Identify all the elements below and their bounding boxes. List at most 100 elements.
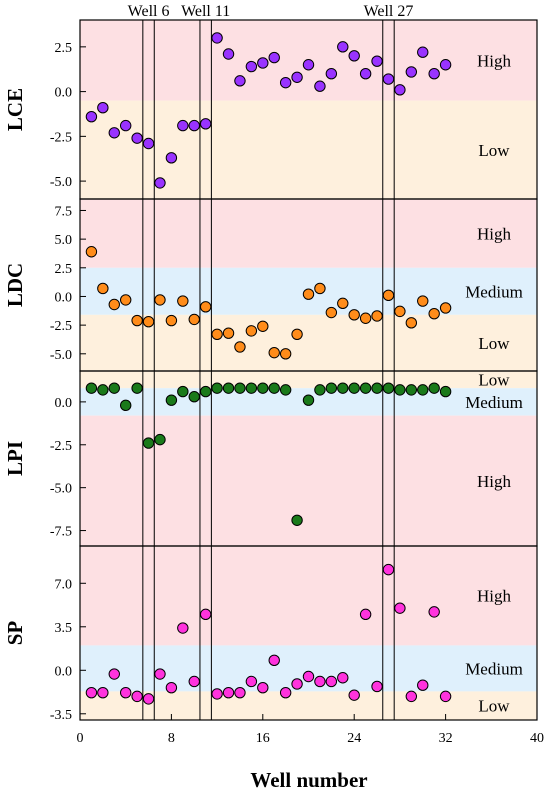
data-point-sp — [394, 602, 406, 614]
data-point-sp — [417, 679, 429, 691]
x-tick-label: 16 — [256, 731, 270, 746]
data-point-lpi — [234, 382, 246, 394]
data-point-lce — [211, 32, 223, 44]
band-lce-low — [80, 100, 537, 199]
band-label: High — [477, 472, 512, 491]
data-point-sp — [382, 563, 395, 576]
y-tick-label: 7.5 — [55, 204, 73, 219]
well-marker-label: Well 27 — [364, 3, 414, 20]
data-point-lce — [428, 68, 440, 80]
data-point-sp — [439, 690, 452, 703]
data-point-lpi — [97, 384, 109, 396]
data-point-sp — [211, 688, 223, 700]
data-point-ldc — [177, 295, 189, 307]
y-tick-label: 0.0 — [55, 396, 73, 411]
data-point-lce — [188, 119, 200, 132]
x-tick-label: 40 — [530, 731, 544, 746]
data-point-ldc — [337, 297, 349, 310]
y-axis-label: SP — [3, 621, 27, 646]
bands-layer — [80, 20, 537, 720]
data-point-sp — [428, 606, 440, 618]
band-label: High — [477, 587, 512, 606]
data-point-lce — [302, 59, 315, 71]
data-point-lpi — [257, 382, 269, 394]
data-point-lce — [142, 137, 155, 150]
band-sp-high — [80, 546, 537, 646]
data-point-lce — [291, 71, 303, 83]
data-point-lce — [165, 152, 178, 164]
data-point-lpi — [142, 437, 155, 449]
data-point-lpi — [405, 384, 418, 396]
data-point-lpi — [177, 385, 189, 398]
x-tick-label: 32 — [439, 731, 453, 746]
data-point-lce — [199, 118, 212, 130]
data-point-sp — [325, 675, 338, 688]
band-label: Medium — [465, 659, 523, 678]
data-point-ldc — [120, 294, 132, 306]
data-point-sp — [302, 670, 315, 683]
frame-layer — [79, 19, 538, 721]
data-point-lce — [394, 84, 406, 96]
data-point-ldc — [405, 317, 418, 329]
data-point-lpi — [394, 384, 406, 396]
data-point-ldc — [314, 282, 326, 295]
data-point-ldc — [211, 328, 223, 341]
data-point-lpi — [359, 382, 372, 394]
data-point-sp — [337, 672, 349, 684]
data-point-sp — [348, 689, 360, 701]
band-lpi-high — [80, 415, 537, 546]
data-point-lce — [405, 66, 418, 78]
data-point-ldc — [222, 327, 235, 339]
data-point-ldc — [154, 294, 166, 306]
data-point-lce — [257, 57, 269, 69]
data-point-ldc — [371, 310, 383, 322]
data-point-ldc — [142, 315, 155, 328]
band-label: Medium — [465, 282, 523, 301]
data-point-ldc — [245, 325, 258, 337]
data-point-sp — [154, 668, 166, 680]
data-point-lce — [154, 177, 166, 189]
band-sp-medium — [80, 645, 537, 692]
data-point-sp — [85, 686, 98, 699]
y-tick-label: -5.0 — [50, 482, 72, 497]
data-point-sp — [108, 668, 120, 680]
y-tick-label: 7.0 — [55, 577, 73, 592]
y-axis-label: LCE — [3, 88, 27, 131]
band-lpi-low — [80, 371, 537, 389]
data-point-lce — [120, 119, 132, 132]
data-point-sp — [257, 681, 269, 694]
data-point-sp — [142, 693, 155, 705]
data-point-lpi — [188, 391, 200, 403]
data-point-lpi — [314, 384, 326, 396]
data-point-lpi — [291, 514, 303, 526]
data-point-sp — [188, 675, 200, 688]
data-point-sp — [234, 686, 246, 699]
data-point-lce — [371, 55, 383, 67]
data-point-ldc — [359, 312, 372, 324]
data-point-ldc — [131, 314, 143, 327]
data-point-sp — [199, 608, 212, 621]
data-point-lce — [337, 41, 349, 53]
data-point-ldc — [325, 306, 338, 319]
data-point-lce — [439, 59, 452, 71]
data-point-ldc — [165, 314, 178, 327]
y-tick-label: 0.0 — [55, 664, 73, 679]
y-tick-label: 3.5 — [55, 621, 73, 636]
y-tick-label: -2.5 — [50, 439, 72, 454]
data-point-sp — [245, 675, 258, 688]
data-point-sp — [359, 608, 372, 621]
data-point-lce — [97, 102, 109, 114]
data-point-lpi — [85, 382, 98, 394]
x-tick-label: 0 — [77, 731, 84, 746]
data-point-ldc — [97, 282, 109, 295]
data-point-lpi — [439, 385, 452, 398]
well-lines-layer — [142, 20, 395, 720]
data-point-lpi — [211, 382, 223, 394]
data-point-lpi — [165, 394, 178, 406]
data-point-lce — [131, 132, 143, 144]
y-tick-label: 5.0 — [55, 233, 73, 248]
y-tick-label: -3.5 — [50, 708, 72, 723]
data-point-sp — [405, 690, 418, 703]
data-point-ldc — [257, 320, 269, 332]
